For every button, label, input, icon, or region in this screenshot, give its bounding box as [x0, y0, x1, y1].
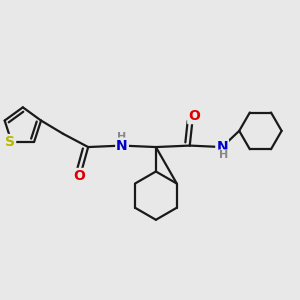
Text: H: H — [219, 150, 228, 160]
Text: S: S — [5, 135, 15, 149]
Text: O: O — [74, 169, 85, 183]
Text: N: N — [116, 139, 128, 153]
Text: H: H — [117, 132, 127, 142]
Text: N: N — [216, 140, 228, 154]
Text: O: O — [188, 109, 200, 123]
